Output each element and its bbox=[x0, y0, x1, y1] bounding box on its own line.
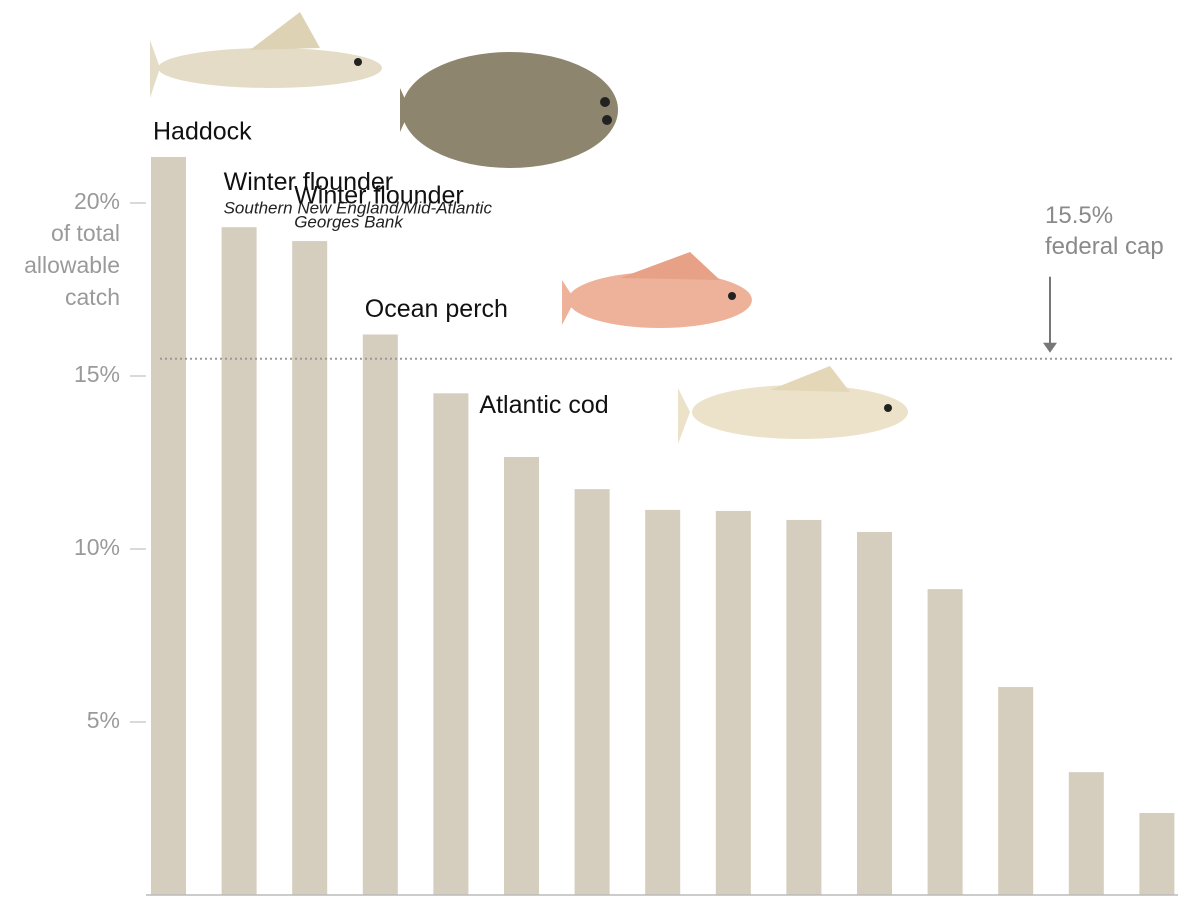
bar bbox=[1139, 812, 1175, 895]
bar bbox=[574, 489, 610, 895]
y-axis-label: of total bbox=[51, 220, 120, 246]
y-axis-label: allowable bbox=[24, 252, 120, 278]
y-tick-label: 10% bbox=[74, 534, 120, 560]
fish-flounder bbox=[400, 52, 618, 168]
fish-atlantic-cod bbox=[678, 366, 908, 444]
bar bbox=[433, 393, 469, 895]
bar bbox=[857, 532, 892, 895]
bar bbox=[645, 509, 681, 895]
bar bbox=[362, 334, 398, 896]
y-tick-label: 15% bbox=[74, 361, 120, 387]
reference-label: 15.5% bbox=[1045, 202, 1113, 229]
bar bbox=[715, 510, 751, 895]
bar bbox=[151, 156, 186, 895]
bar bbox=[927, 589, 963, 895]
bar bbox=[221, 227, 257, 896]
category-label: Ocean perch bbox=[365, 295, 508, 323]
reference-label: federal cap bbox=[1045, 233, 1164, 260]
fish-haddock bbox=[150, 12, 382, 98]
reference-arrowhead bbox=[1043, 342, 1057, 353]
y-axis-label: catch bbox=[65, 284, 120, 310]
category-note: Southern New England/Mid-Atlantic bbox=[224, 199, 493, 218]
category-label: Winter flounder bbox=[224, 168, 394, 196]
bar bbox=[786, 519, 822, 895]
category-label: Atlantic cod bbox=[479, 391, 608, 419]
bar bbox=[504, 456, 539, 895]
bar bbox=[292, 241, 328, 895]
y-tick-label: 20% bbox=[74, 188, 120, 214]
fish-ocean-perch bbox=[562, 252, 752, 328]
y-tick-label: 5% bbox=[87, 707, 120, 733]
category-label: Haddock bbox=[153, 118, 252, 146]
category-label: Winter flounder bbox=[294, 182, 464, 210]
bar bbox=[998, 687, 1034, 895]
bar bbox=[1068, 772, 1104, 895]
category-note: Georges Bank bbox=[294, 213, 404, 232]
